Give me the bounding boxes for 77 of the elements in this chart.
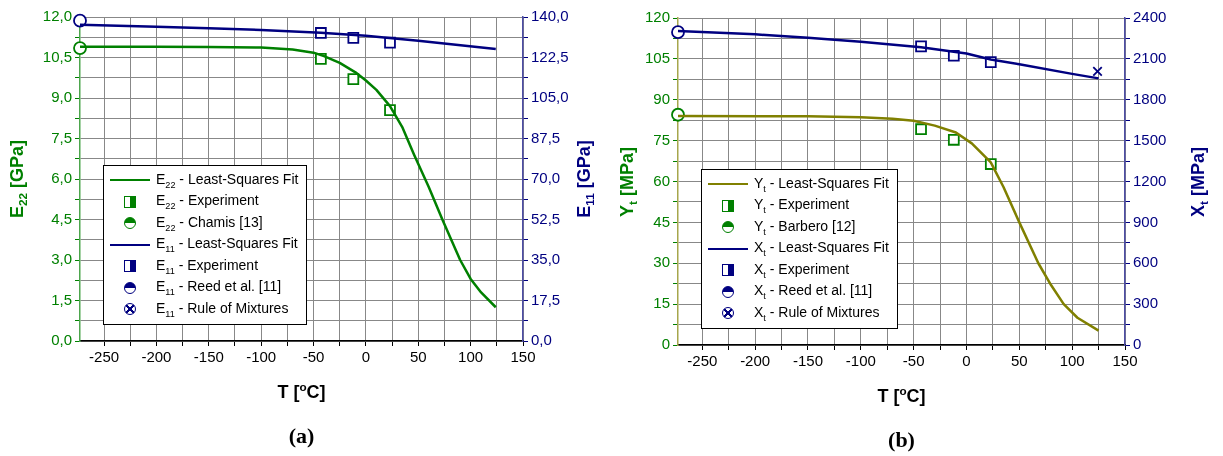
- y-tick-label: 3,0: [51, 250, 72, 268]
- y-tick-label: 120: [644, 8, 670, 26]
- x-tick-label: -250: [89, 348, 120, 366]
- legend-label: X$_{t}$ - Least-Squares Fit: [754, 239, 889, 259]
- text: (b): [888, 427, 915, 453]
- y-tick-label: 75: [653, 130, 670, 148]
- x-axis-title: T [$^{o}$C]: [277, 379, 326, 403]
- x-tick-label: 100: [458, 348, 484, 366]
- legend-label: E$_{22}$ - Chamis [13]: [156, 213, 263, 233]
- y2-tick-label: 1800: [1133, 89, 1167, 107]
- y-tick-label: 7,5: [51, 128, 72, 146]
- x-tick-label: 150: [1112, 352, 1138, 370]
- legend-label: E$_{11}$ - Reed et al. [11]: [156, 278, 282, 298]
- y2-tick-label: 600: [1133, 253, 1159, 271]
- y2-tick-label: 52,5: [531, 209, 561, 227]
- y2-tick-label: 1200: [1133, 171, 1167, 189]
- x-tick-label: -100: [845, 352, 876, 370]
- point: [947, 133, 960, 146]
- y-tick-label: 30: [653, 253, 670, 271]
- y-tick-label: 4,5: [51, 209, 72, 227]
- y2-tick-label: 140,0: [531, 7, 569, 25]
- legend-label: E$_{22}$ - Least-Squares Fit: [156, 170, 299, 190]
- point: [347, 73, 360, 85]
- y-tick-label: 10,5: [42, 47, 72, 65]
- x-tick-label: 0: [962, 352, 971, 370]
- x-tick-label: -150: [193, 348, 224, 366]
- y2-tick-label: 87,5: [531, 128, 561, 146]
- y-tick-label: 0: [661, 335, 670, 353]
- point: [1092, 66, 1103, 77]
- legend-label: Y$_{t}$ - Least-Squares Fit: [754, 174, 889, 194]
- x-tick-label: -100: [246, 348, 277, 366]
- x-tick-label: 50: [1010, 352, 1028, 370]
- x-tick-label: -200: [740, 352, 771, 370]
- point: [73, 13, 87, 28]
- y-tick-label: 15: [653, 294, 670, 312]
- y2-tick-label: 70,0: [531, 169, 561, 187]
- legend-label: E$_{11}$ - Rule of Mixtures: [156, 299, 289, 319]
- y-tick-label: 6,0: [51, 169, 72, 187]
- y-tick-label: 1,5: [51, 290, 72, 308]
- y-tick-label: 60: [653, 171, 670, 189]
- x-axis-title: T [$^{o}$C]: [877, 383, 926, 407]
- x-tick-label: 0: [361, 348, 371, 366]
- legend-label: X$_{t}$ - Reed et al. [11]: [754, 282, 873, 302]
- x-tick-label: -50: [302, 348, 325, 366]
- x-tick-label: -150: [792, 352, 823, 370]
- legend-label: E$_{11}$ - Experiment: [156, 256, 259, 276]
- x-tick-label: -50: [902, 352, 925, 370]
- y-tick-label: 0,0: [51, 331, 72, 349]
- y2-tick-label: 35,0: [531, 250, 561, 268]
- y-tick-label: 105: [644, 49, 670, 67]
- point: [915, 123, 927, 136]
- x-tick-label: 50: [409, 348, 427, 366]
- y2-tick-label: 2400: [1133, 8, 1167, 26]
- y-tick-label: 90: [653, 89, 670, 107]
- y-tick-label: 9,0: [51, 88, 72, 106]
- y2-tick-label: 0: [1133, 335, 1142, 353]
- legend-label: X$_{t}$ - Rule of Mixtures: [754, 303, 880, 323]
- y2-tick-label: 105,0: [531, 88, 569, 106]
- y2-tick-label: 900: [1133, 212, 1159, 230]
- y2-tick-label: 2100: [1133, 49, 1167, 67]
- y2-tick-label: 0,0: [531, 331, 552, 349]
- y-tick-label: 12,0: [42, 7, 72, 25]
- y2-tick-label: 300: [1133, 294, 1159, 312]
- x-tick-label: 100: [1059, 352, 1085, 370]
- text: (a): [288, 423, 315, 449]
- legend-label: Y$_{t}$ - Barbero [12]: [754, 217, 856, 237]
- x-tick-label: -250: [687, 352, 718, 370]
- x-tick-label: 150: [510, 348, 536, 366]
- y2-tick-label: 17,5: [531, 290, 561, 308]
- legend-label: X$_{t}$ - Experiment: [754, 260, 850, 280]
- y2-tick-label: 1500: [1133, 130, 1167, 148]
- legend-label: Y$_{t}$ - Experiment: [754, 196, 850, 216]
- x-tick-label: -200: [141, 348, 172, 366]
- legend-label: E$_{11}$ - Least-Squares Fit: [156, 235, 298, 255]
- y2-tick-label: 122,5: [531, 47, 569, 65]
- y-tick-label: 45: [653, 212, 670, 230]
- legend-label: E$_{22}$ - Experiment: [156, 192, 259, 212]
